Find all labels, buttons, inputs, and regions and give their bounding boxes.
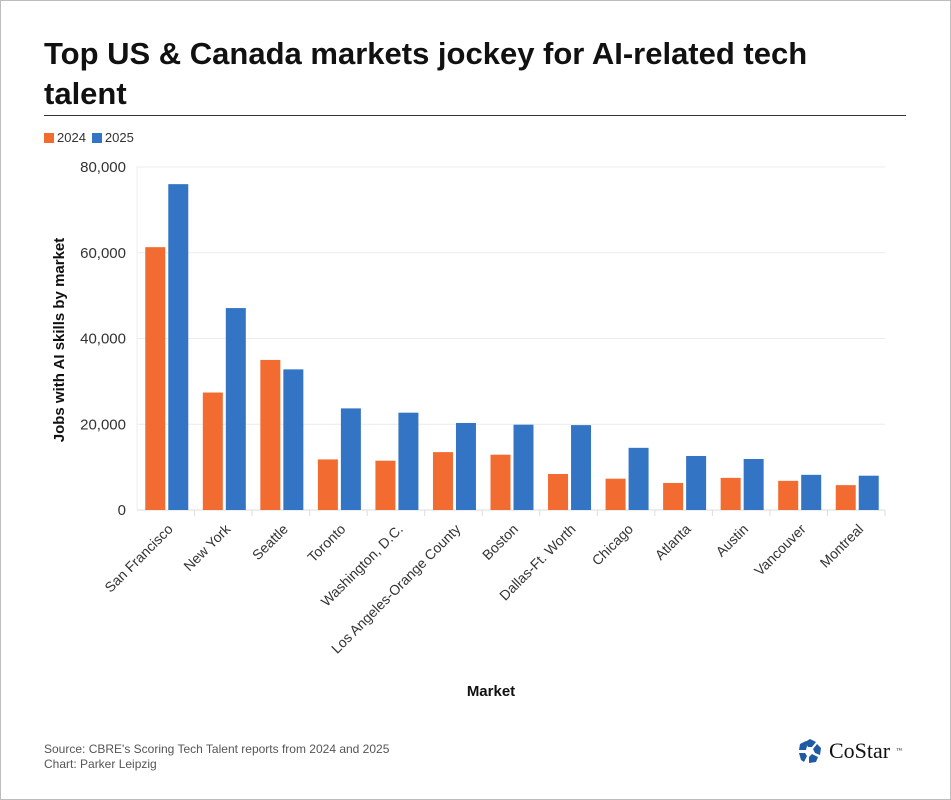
bar-2024[interactable] — [548, 473, 569, 510]
legend-item-2024[interactable]: 2024 — [44, 130, 86, 145]
bar-2025[interactable] — [801, 474, 822, 510]
legend: 2024 2025 — [44, 130, 134, 145]
bar-2024[interactable] — [202, 392, 223, 510]
x-tick-label: New York — [180, 520, 234, 574]
bar-2024[interactable] — [720, 477, 741, 510]
legend-label: 2024 — [57, 130, 86, 145]
bar-2025[interactable] — [743, 458, 764, 510]
y-tick-label: 80,000 — [80, 159, 126, 176]
bar-2025[interactable] — [225, 308, 246, 510]
x-tick-label: Chicago — [589, 521, 637, 569]
title-divider — [44, 115, 906, 116]
bar-2025[interactable] — [455, 422, 476, 510]
x-tick-label: San Francisco — [101, 521, 176, 596]
source-text: Source: CBRE's Scoring Tech Talent repor… — [44, 742, 390, 756]
bar-2025[interactable] — [858, 475, 879, 510]
costar-star-icon — [799, 739, 821, 763]
legend-item-2025[interactable]: 2025 — [91, 130, 134, 145]
bar-2025[interactable] — [340, 408, 361, 510]
bar-2024[interactable] — [835, 485, 856, 510]
bar-2024[interactable] — [260, 359, 281, 510]
x-axis-title: Market — [467, 683, 515, 700]
x-tick-label: Montreal — [817, 521, 867, 571]
bar-2025[interactable] — [398, 412, 419, 510]
x-tick-label: Austin — [712, 521, 751, 560]
bar-2025[interactable] — [628, 447, 649, 510]
x-tick-label: Toronto — [304, 521, 348, 565]
y-axis-title: Jobs with AI skills by market — [51, 238, 68, 443]
bar-2024[interactable] — [663, 482, 684, 510]
y-tick-label: 20,000 — [80, 416, 126, 433]
source-note: Source: CBRE's Scoring Tech Talent repor… — [44, 742, 389, 772]
y-tick-label: 0 — [118, 502, 126, 519]
bar-2024[interactable] — [145, 247, 166, 510]
bar-2024[interactable] — [778, 480, 799, 510]
costar-logo: CoStar ™ — [797, 738, 902, 764]
legend-swatch — [44, 133, 54, 143]
chart-title: Top US & Canada markets jockey for AI-re… — [44, 36, 808, 111]
x-tick-label: Seattle — [249, 521, 291, 563]
bar-2025[interactable] — [168, 184, 189, 510]
bar-2024[interactable] — [375, 460, 396, 510]
bar-2025[interactable] — [686, 455, 707, 510]
x-tick-label: Vancouver — [751, 521, 809, 579]
bar-2024[interactable] — [432, 452, 453, 510]
bar-2024[interactable] — [317, 459, 338, 510]
bar-2025[interactable] — [571, 425, 592, 510]
bar-2024[interactable] — [605, 478, 626, 510]
legend-label: 2025 — [104, 130, 134, 145]
y-tick-label: 60,000 — [80, 245, 126, 262]
x-tick-label: Atlanta — [652, 521, 694, 563]
y-tick-label: 40,000 — [80, 331, 126, 348]
x-tick-label: Boston — [479, 521, 521, 563]
bar-2025[interactable] — [513, 424, 534, 510]
legend-swatch — [91, 133, 102, 143]
bar-2025[interactable] — [283, 369, 304, 510]
credit-text: Chart: Parker Leipzig — [44, 757, 157, 771]
logo-text: CoStar — [829, 738, 891, 763]
bar-2024[interactable] — [490, 454, 511, 510]
